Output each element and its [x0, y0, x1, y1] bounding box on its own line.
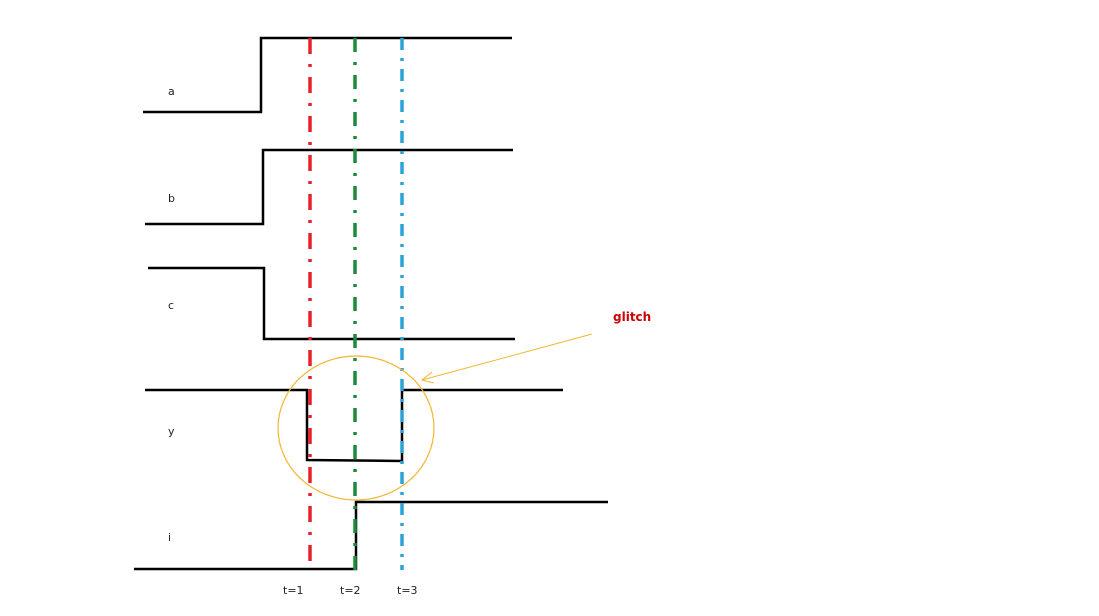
signal-label-b: b	[168, 192, 175, 205]
glitch-label: glitch	[613, 310, 651, 324]
signal-label-y: y	[168, 425, 175, 438]
waveform-i	[134, 500, 608, 571]
time-labels: t=1 t=2 t=3	[283, 584, 418, 597]
glitch-annotation: glitch	[277, 310, 651, 501]
waveform-a	[143, 36, 512, 114]
waveform-y	[145, 388, 563, 463]
signal-label-c: c	[168, 299, 174, 312]
waveform-b	[145, 148, 513, 226]
signal-label-a: a	[168, 85, 175, 98]
glitch-arrow-head	[420, 371, 435, 384]
waveforms	[134, 36, 608, 571]
signal-label-i: i	[168, 531, 171, 544]
waveform-c	[148, 266, 515, 341]
signal-labels: a b c y i	[168, 85, 175, 544]
time-label-t2: t=2	[340, 584, 361, 597]
time-label-t1: t=1	[283, 584, 304, 597]
time-marker-lines	[308, 38, 404, 570]
glitch-arrow	[421, 333, 593, 381]
time-label-t3: t=3	[397, 584, 418, 597]
glitch-highlight-circle	[277, 355, 435, 501]
